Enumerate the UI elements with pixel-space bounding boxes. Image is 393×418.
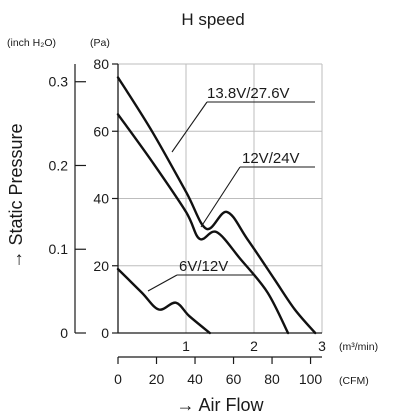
series-line-0: [116, 76, 317, 335]
y2-tick-label: 0.3: [49, 74, 69, 90]
series-line-1: [116, 113, 290, 335]
label-12v-24v: 12V/24V: [242, 150, 300, 167]
label-13.8v-27.6v: 13.8V/27.6V: [207, 85, 290, 102]
y-axis-title: → Static Pressure: [6, 123, 26, 268]
y-tick-label: 20: [93, 258, 109, 274]
x-unit-secondary: (CFM): [339, 375, 369, 387]
y-tick-label: 40: [93, 191, 109, 207]
x-tick-label: 1: [182, 338, 190, 354]
x-axis-secondary: 0 20 40 60 80 100: [114, 356, 323, 387]
y-axis-primary: 80 60 40 20 0: [93, 56, 118, 341]
x-axis-title: → Air Flow: [176, 395, 264, 415]
y-tick-label: 80: [93, 56, 109, 72]
y-tick-label: 0: [101, 325, 109, 341]
series-labels: 13.8V/27.6V 12V/24V 6V/12V: [147, 85, 315, 292]
x-unit-primary: (m³/min): [339, 341, 378, 353]
y2-tick-label: 0.1: [49, 241, 69, 257]
y-tick-label: 60: [93, 123, 109, 139]
leader-12v: [200, 166, 241, 228]
y2-tick-label: 0.2: [49, 157, 69, 173]
x-tick-label: 2: [250, 338, 258, 354]
y-unit-secondary: (inch H₂O): [7, 37, 56, 49]
x2-tick-label: 80: [264, 371, 280, 387]
y2-tick-label: 0: [60, 325, 68, 341]
series-group: [116, 76, 317, 335]
x2-tick-label: 20: [149, 371, 165, 387]
x2-tick-label: 0: [114, 371, 122, 387]
chart-title: H speed: [181, 10, 244, 29]
x-axis-primary: 1 2 3: [182, 338, 326, 354]
leader-13.8v: [171, 101, 208, 153]
x2-tick-label: 100: [299, 371, 323, 387]
x-tick-label: 3: [318, 338, 326, 354]
y-unit-primary: (Pa): [90, 37, 110, 49]
series-line-2: [116, 267, 211, 335]
x2-tick-label: 60: [226, 371, 242, 387]
x2-tick-label: 40: [187, 371, 203, 387]
y-axis-secondary: 0.3 0.2 0.1 0: [49, 64, 86, 341]
leader-6v: [147, 274, 178, 292]
label-6v-12v: 6V/12V: [179, 258, 228, 275]
